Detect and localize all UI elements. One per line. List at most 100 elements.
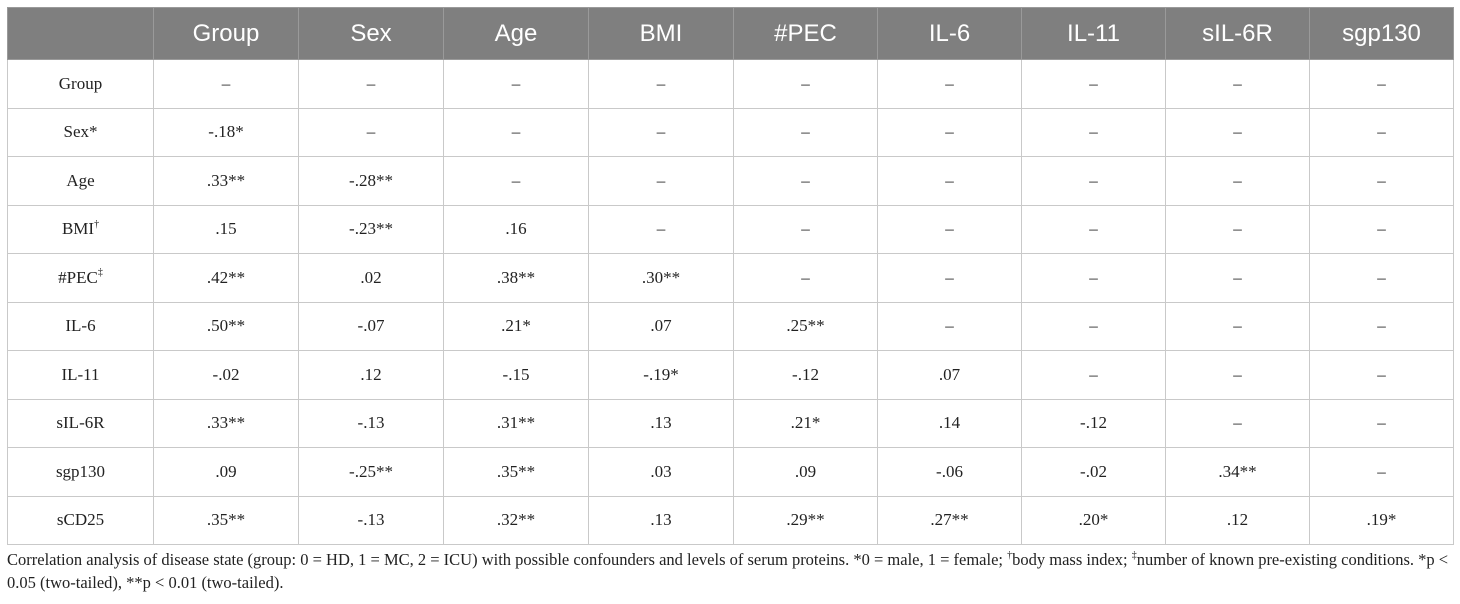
table-cell: – <box>733 107 878 157</box>
table-cell: – <box>877 301 1022 351</box>
table-cell: – <box>877 107 1022 157</box>
table-cell: .38** <box>443 253 589 303</box>
table-cell: -.15 <box>443 350 589 400</box>
table-cell: – <box>153 59 299 109</box>
table-cell: .20* <box>1021 495 1166 545</box>
table-cell: – <box>1165 59 1310 109</box>
table-cell: .12 <box>1165 495 1310 545</box>
table-row: Sex* -.18* – – – – – – – – <box>7 107 1454 157</box>
table-cell: -.02 <box>1021 447 1166 497</box>
table-cell: – <box>588 156 734 206</box>
column-header: sgp130 <box>1309 7 1454 60</box>
row-label-footnote-mark: † <box>94 218 100 230</box>
table-cell: – <box>877 204 1022 254</box>
table-cell: .34** <box>1165 447 1310 497</box>
table-cell: – <box>588 59 734 109</box>
table-cell: .13 <box>588 398 734 448</box>
table-row: BMI† .15 -.23** .16– – – – – – <box>7 204 1454 254</box>
table-cell: – <box>1165 350 1310 400</box>
table-cell: -.23** <box>298 204 444 254</box>
table-cell: – <box>733 204 878 254</box>
table-cell: – <box>733 59 878 109</box>
table-cell: -.02 <box>153 350 299 400</box>
table-cell: .50** <box>153 301 299 351</box>
row-label-text: sgp130 <box>55 461 106 481</box>
table-cell: – <box>1165 156 1310 206</box>
table-cell: – <box>588 107 734 157</box>
table-cell: – <box>1165 204 1310 254</box>
table-cell: -.06 <box>877 447 1022 497</box>
header-corner-cell <box>7 7 154 60</box>
table-row: sIL-6R .33** -.13.31** .13.21* .14 -.12– – <box>7 398 1454 448</box>
caption-text-2: body mass index; <box>1012 550 1132 569</box>
table-cell: .16 <box>443 204 589 254</box>
column-header: Group <box>153 7 299 60</box>
column-header: IL-11 <box>1021 7 1166 60</box>
row-label: Age <box>7 156 154 206</box>
table-cell: .32** <box>443 495 589 545</box>
table-body: Group – – – – – – – – – Sex* -.18* – – – – – – – – Age .33** -… <box>7 59 1454 545</box>
table-cell: .33** <box>153 156 299 206</box>
table-cell: – <box>1165 398 1310 448</box>
table-cell: – <box>443 156 589 206</box>
row-label: BMI† <box>7 204 154 254</box>
table-row: Group – – – – – – – – – <box>7 59 1454 109</box>
row-label-text: BMI <box>61 219 95 239</box>
table-cell: – <box>1165 301 1310 351</box>
table-row: IL-6.50** -.07.21* .07.25** – – – – <box>7 301 1454 351</box>
column-header: Age <box>443 7 589 60</box>
table-cell: .07 <box>877 350 1022 400</box>
table-cell: .02 <box>298 253 444 303</box>
table-cell: .25** <box>733 301 878 351</box>
table-cell: – <box>1165 253 1310 303</box>
table-cell: -.25** <box>298 447 444 497</box>
table-cell: – <box>877 59 1022 109</box>
caption-text-3: number of known pre-existing conditions.… <box>7 550 1449 592</box>
row-label-text: IL-6 <box>65 316 96 336</box>
table-cell: -.19* <box>588 350 734 400</box>
table-cell: .19* <box>1309 495 1454 545</box>
row-label: sgp130 <box>7 447 154 497</box>
table-row: sgp130.09 -.25** .35** .03.09 -.06 -.02.34** – <box>7 447 1454 497</box>
table-cell: – <box>1021 301 1166 351</box>
column-header: #PEC <box>733 7 878 60</box>
table-cell: .21* <box>443 301 589 351</box>
table-cell: – <box>298 59 444 109</box>
table-cell: .13 <box>588 495 734 545</box>
row-label: Group <box>7 59 154 109</box>
table-cell: – <box>1021 253 1166 303</box>
table-cell: – <box>588 204 734 254</box>
table-row: IL-11 -.02.12 -.15 -.19* -.12.07– – – <box>7 350 1454 400</box>
table-cell: .31** <box>443 398 589 448</box>
table-cell: -.28** <box>298 156 444 206</box>
table-cell: -.07 <box>298 301 444 351</box>
table-cell: – <box>1021 204 1166 254</box>
column-header: IL-6 <box>877 7 1022 60</box>
column-header: BMI <box>588 7 734 60</box>
table-cell: – <box>1309 447 1454 497</box>
table-cell: .29** <box>733 495 878 545</box>
table-cell: .35** <box>153 495 299 545</box>
table-row: sCD25 .35** -.13.32** .13.29** .27** .20* .12.… <box>7 495 1454 545</box>
table-cell: .03 <box>588 447 734 497</box>
table-cell: – <box>877 253 1022 303</box>
table-cell: .42** <box>153 253 299 303</box>
table-cell: .15 <box>153 204 299 254</box>
table-cell: -.13 <box>298 495 444 545</box>
row-label-text: Sex* <box>63 122 98 142</box>
row-label-text: sCD25 <box>56 510 105 530</box>
row-label: IL-11 <box>7 350 154 400</box>
row-label-text: Group <box>58 73 103 93</box>
row-label: sIL-6R <box>7 398 154 448</box>
correlation-table-container: Group Sex Age BMI #PEC IL-6 IL-11 sIL-6R sgp130 … <box>7 7 1454 545</box>
table-cell: – <box>1309 301 1454 351</box>
row-label-text: #PEC <box>58 267 98 287</box>
table-cell: – <box>298 107 444 157</box>
table-cell: – <box>1309 59 1454 109</box>
double-dagger-footnote-mark: ‡ <box>1131 549 1137 561</box>
row-label: Sex* <box>7 107 154 157</box>
table-cell: .33** <box>153 398 299 448</box>
correlation-table: Group Sex Age BMI #PEC IL-6 IL-11 sIL-6R sgp130 … <box>7 7 1454 545</box>
table-cell: – <box>1165 107 1310 157</box>
row-label: sCD25 <box>7 495 154 545</box>
